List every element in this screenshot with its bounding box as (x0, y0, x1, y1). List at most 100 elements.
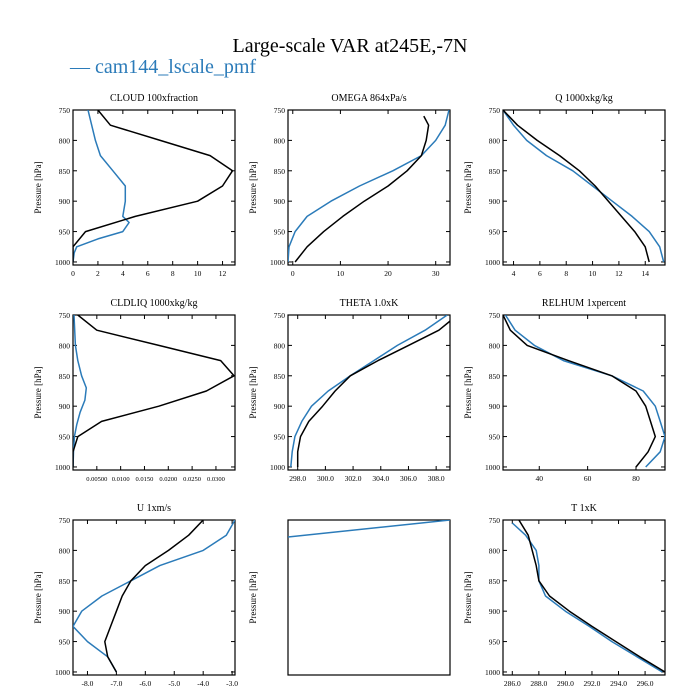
y-axis-label: Pressure [hPa] (463, 571, 473, 623)
legend: — cam144_lscale_pmf (70, 55, 256, 79)
x-tick-label: -7.0 (110, 679, 122, 688)
x-tick-label: 298.0 (289, 474, 306, 483)
y-axis-label: Pressure [hPa] (248, 161, 258, 213)
x-tick-label: 30 (432, 269, 440, 278)
x-tick-label: 40 (536, 474, 544, 483)
y-tick-label: 1000 (485, 668, 500, 677)
y-tick-label: 900 (59, 607, 71, 616)
model-line (290, 315, 448, 468)
y-tick-label: 1000 (485, 463, 500, 472)
x-tick-label: 0.00500 (86, 476, 107, 483)
plot-frame (287, 109, 451, 266)
y-tick-label: 850 (274, 372, 286, 381)
model-line (73, 110, 130, 263)
model-line (504, 315, 665, 468)
x-tick-label: 0 (71, 269, 75, 278)
y-tick-label: 950 (274, 433, 286, 442)
panel-title: CLOUD 100xfraction (110, 93, 198, 104)
y-tick-label: 1000 (55, 258, 70, 267)
y-tick-label: 800 (489, 341, 501, 350)
y-tick-label: 750 (274, 311, 286, 320)
y-tick-label: 950 (489, 228, 501, 237)
x-tick-label: 4 (121, 269, 125, 278)
panel-7: U 1xm/s Pressure [hPa] 750 800 850 900 950 1000… (33, 503, 238, 688)
y-axis-label: Pressure [hPa] (248, 366, 258, 418)
y-tick-label: 850 (489, 372, 501, 381)
x-tick-label: -8.0 (82, 679, 94, 688)
y-tick-label: 850 (489, 167, 501, 176)
reference-line (104, 520, 204, 673)
x-tick-label: 306.0 (400, 474, 417, 483)
reference-line (73, 315, 235, 467)
panel-5: THETA 1.0xK Pressure [hPa] 750 800 850 900 950… (248, 298, 451, 483)
x-tick-label: 292.0 (584, 679, 601, 688)
panel-title: RELHUM 1xpercent (542, 298, 626, 309)
panel-4: CLDLIQ 1000xkg/kg Pressure [hPa] 750 800 850… (33, 298, 236, 483)
plot-frame (502, 314, 666, 471)
x-tick-label: 14 (641, 269, 649, 278)
plot-frame (502, 109, 666, 266)
model-line (503, 110, 665, 263)
y-axis-label: Pressure [hPa] (463, 161, 473, 213)
panel-title: THETA 1.0xK (340, 298, 399, 309)
reference-line (73, 110, 234, 262)
y-tick-label: 800 (274, 341, 286, 350)
plot-frame (502, 519, 666, 676)
model-line (288, 110, 450, 263)
panel-8: Pressure [hPa] (248, 519, 451, 676)
plot-frame (72, 109, 236, 266)
x-tick-label: 288.0 (530, 679, 547, 688)
x-tick-label: -3.0 (226, 679, 238, 688)
panel-title: T 1xK (571, 503, 597, 514)
y-axis-label: Pressure [hPa] (463, 366, 473, 418)
y-tick-label: 750 (59, 106, 71, 115)
x-tick-label: 2 (96, 269, 100, 278)
plot-frame (72, 314, 236, 471)
y-tick-label: 800 (59, 546, 71, 555)
x-tick-label: 12 (615, 269, 623, 278)
model-line (511, 522, 663, 673)
x-tick-label: -5.0 (168, 679, 180, 688)
model-line (73, 315, 88, 468)
reference-line (294, 115, 430, 263)
x-tick-label: -6.0 (139, 679, 151, 688)
x-tick-label: 20 (384, 269, 392, 278)
y-tick-label: 950 (59, 638, 71, 647)
x-tick-label: 10 (194, 269, 202, 278)
reference-line (296, 320, 450, 467)
x-tick-label: 80 (632, 474, 640, 483)
x-tick-label: 296.0 (637, 679, 654, 688)
panel-title: Q 1000xkg/kg (555, 93, 613, 104)
x-tick-label: 308.0 (428, 474, 445, 483)
y-tick-label: 850 (489, 577, 501, 586)
y-tick-label: 900 (489, 402, 501, 411)
y-tick-label: 750 (274, 106, 286, 115)
page-title: Large-scale VAR at245E,-7N (232, 35, 468, 57)
x-tick-label: 300.0 (317, 474, 334, 483)
panel-1: CLOUD 100xfraction Pressure [hPa] 750 800 85… (33, 93, 236, 278)
y-tick-label: 950 (489, 433, 501, 442)
y-tick-label: 850 (274, 167, 286, 176)
y-tick-label: 800 (489, 546, 501, 555)
x-tick-label: 304.0 (372, 474, 389, 483)
y-tick-label: 800 (59, 341, 71, 350)
y-tick-label: 900 (59, 402, 71, 411)
x-tick-label: 12 (219, 269, 227, 278)
y-tick-label: 800 (489, 136, 501, 145)
x-tick-label: 0.0200 (159, 476, 177, 483)
panel-title: U 1xm/s (137, 503, 171, 514)
y-tick-label: 1000 (270, 258, 285, 267)
x-tick-label: 60 (584, 474, 592, 483)
model-line (288, 520, 450, 538)
x-tick-label: 10 (337, 269, 345, 278)
x-tick-label: 6 (538, 269, 542, 278)
x-tick-label: 294.0 (610, 679, 627, 688)
y-axis-label: Pressure [hPa] (248, 571, 258, 623)
panel-6: RELHUM 1xpercent Pressure [hPa] 750 800 850 9… (463, 298, 666, 483)
y-axis-label: Pressure [hPa] (33, 571, 43, 623)
y-tick-label: 850 (59, 372, 71, 381)
x-tick-label: 0.0250 (183, 476, 201, 483)
y-tick-label: 900 (489, 197, 501, 206)
plot-frame (72, 519, 236, 676)
